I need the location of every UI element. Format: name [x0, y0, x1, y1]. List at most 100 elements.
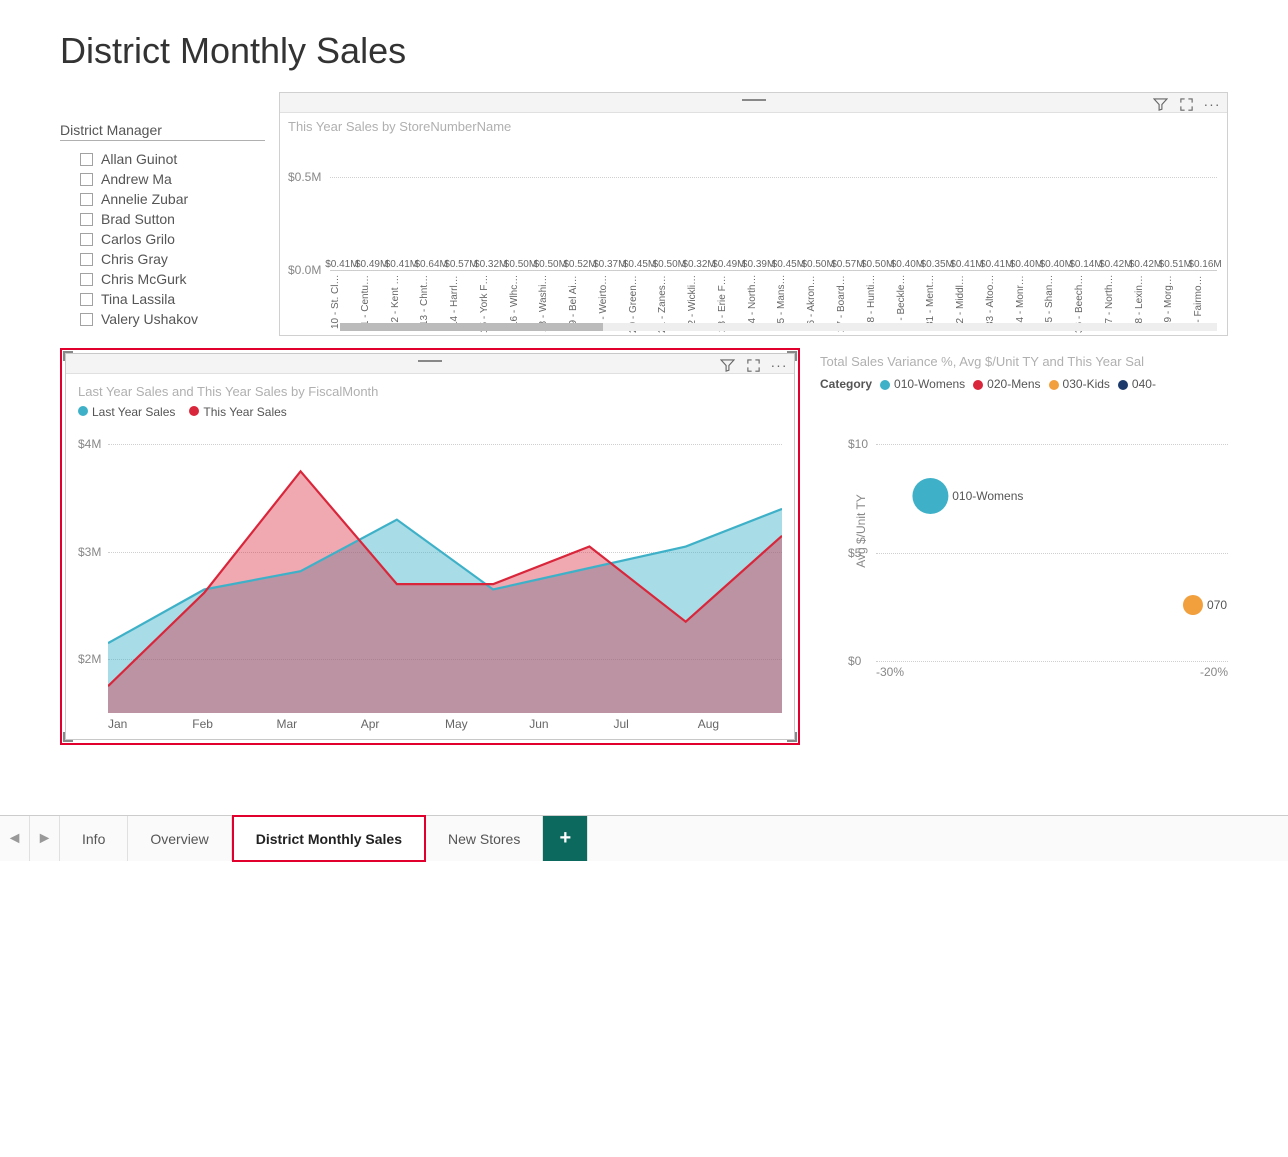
focus-mode-icon[interactable]: [1177, 95, 1195, 113]
slicer-item-label: Tina Lassila: [101, 291, 175, 307]
slicer-item[interactable]: Allan Guinot: [80, 151, 265, 167]
checkbox-icon[interactable]: [80, 313, 93, 326]
slicer-item[interactable]: Carlos Grilo: [80, 231, 265, 247]
x-axis-label: 14 - Harrl…: [449, 275, 473, 345]
checkbox-icon[interactable]: [80, 153, 93, 166]
x-axis-label: Jul: [614, 717, 698, 731]
resize-handle-icon[interactable]: [787, 732, 797, 742]
x-axis-label: Aug: [698, 717, 782, 731]
x-axis-label: 34 - Monr…: [1015, 275, 1039, 345]
bar-value-label: $0.42M: [1129, 259, 1162, 270]
bar-value-label: $0.40M: [1040, 259, 1073, 270]
visual-header: ···: [280, 93, 1227, 113]
drag-handle-icon[interactable]: [742, 99, 766, 101]
slicer-item[interactable]: Andrew Ma: [80, 171, 265, 187]
slicer-item-label: Carlos Grilo: [101, 231, 175, 247]
legend-item[interactable]: Last Year Sales: [78, 405, 175, 419]
bar-value-label: $0.51M: [1159, 259, 1192, 270]
bar-value-label: $0.32M: [474, 259, 507, 270]
x-axis-label: 31 - Ment…: [925, 275, 949, 345]
y-axis-tick: $0.5M: [288, 170, 321, 184]
resize-handle-icon[interactable]: [63, 732, 73, 742]
bar-value-label: $0.37M: [593, 259, 626, 270]
x-axis-label: 35 - Shan…: [1044, 275, 1068, 345]
page-title: District Monthly Sales: [60, 30, 1228, 72]
filter-icon[interactable]: [1151, 95, 1169, 113]
y-axis-tick: $2M: [78, 652, 101, 666]
checkbox-icon[interactable]: [80, 253, 93, 266]
slicer-item[interactable]: Annelie Zubar: [80, 191, 265, 207]
scatter-chart-title: Total Sales Variance %, Avg $/Unit TY an…: [820, 348, 1228, 377]
focus-mode-icon[interactable]: [744, 356, 762, 374]
x-axis-label: 37 - North…: [1104, 275, 1128, 345]
page-tab[interactable]: New Stores: [426, 816, 543, 861]
x-axis-label: 22 - Wickli…: [687, 275, 711, 345]
horizontal-scrollbar[interactable]: [340, 323, 1217, 331]
slicer-item-label: Allan Guinot: [101, 151, 177, 167]
legend-title: Category: [820, 377, 872, 391]
bar-value-label: $0.41M: [950, 259, 983, 270]
x-axis-tick: -30%: [876, 665, 904, 679]
x-axis-label: 16 - Wlhc…: [509, 275, 533, 345]
scatter-point[interactable]: 010-Womens: [912, 478, 1023, 514]
bar-chart-visual[interactable]: ··· This Year Sales by StoreNumberName $…: [279, 92, 1228, 336]
slicer-item[interactable]: Tina Lassila: [80, 291, 265, 307]
checkbox-icon[interactable]: [80, 193, 93, 206]
x-axis-label: 10 - St. Cl…: [330, 275, 354, 345]
x-axis-label: 27 - Board…: [836, 275, 860, 345]
x-axis-label: 18 - Washi…: [538, 275, 562, 345]
tab-nav-next[interactable]: ►: [30, 816, 60, 861]
slicer-item-label: Valery Ushakov: [101, 311, 198, 327]
slicer-title: District Manager: [60, 122, 265, 141]
x-axis-label: 28 - Hunti…: [866, 275, 890, 345]
tab-nav-prev[interactable]: ◄: [0, 816, 30, 861]
legend-item[interactable]: 040-: [1110, 377, 1156, 391]
slicer-item[interactable]: Valery Ushakov: [80, 311, 265, 327]
drag-handle-icon[interactable]: [418, 360, 442, 362]
scatter-chart-visual[interactable]: Total Sales Variance %, Avg $/Unit TY an…: [820, 348, 1228, 745]
legend-item[interactable]: 020-Mens: [965, 377, 1040, 391]
more-options-icon[interactable]: ···: [1203, 95, 1221, 113]
line-chart-visual[interactable]: ··· Last Year Sales and This Year Sales …: [65, 353, 795, 740]
bar-value-label: $0.35M: [921, 259, 954, 270]
y-axis-tick: $5: [848, 546, 861, 560]
page-tab[interactable]: Info: [60, 816, 128, 861]
bar-value-label: $0.50M: [534, 259, 567, 270]
x-axis-label: 13 - Chnt…: [419, 275, 443, 345]
add-page-button[interactable]: +: [543, 816, 588, 861]
slicer-item-label: Chris McGurk: [101, 271, 187, 287]
line-chart-legend: Last Year Sales This Year Sales: [78, 405, 782, 419]
slicer-item[interactable]: Chris Gray: [80, 251, 265, 267]
x-axis-label: 20 - Green…: [628, 275, 652, 345]
x-axis-label: 39 - Morg…: [1163, 275, 1187, 345]
scatter-point[interactable]: 070: [1183, 595, 1227, 615]
x-axis-label: 15 - York F…: [479, 275, 503, 345]
bar-value-label: $0.14M: [1069, 259, 1102, 270]
slicer-item[interactable]: Chris McGurk: [80, 271, 265, 287]
legend-item[interactable]: This Year Sales: [189, 405, 286, 419]
x-axis-label: Apr: [361, 717, 445, 731]
checkbox-icon[interactable]: [80, 293, 93, 306]
checkbox-icon[interactable]: [80, 173, 93, 186]
line-chart-title: Last Year Sales and This Year Sales by F…: [78, 378, 782, 401]
bar-value-label: $0.57M: [444, 259, 477, 270]
x-axis-label: May: [445, 717, 529, 731]
legend-item[interactable]: 010-Womens: [872, 377, 965, 391]
bar-chart-title: This Year Sales by StoreNumberName: [280, 113, 1227, 136]
more-options-icon[interactable]: ···: [770, 356, 788, 374]
bar-value-label: $0.41M: [325, 259, 358, 270]
filter-icon[interactable]: [718, 356, 736, 374]
bar-value-label: $0.40M: [891, 259, 924, 270]
bar-value-label: $0.52M: [563, 259, 596, 270]
x-axis-label: 23 - Erie F…: [717, 275, 741, 345]
legend-item[interactable]: 030-Kids: [1041, 377, 1110, 391]
page-tab[interactable]: District Monthly Sales: [232, 815, 426, 862]
district-manager-slicer: District Manager Allan Guinot Andrew Ma An…: [60, 92, 265, 336]
slicer-item-label: Annelie Zubar: [101, 191, 188, 207]
checkbox-icon[interactable]: [80, 273, 93, 286]
checkbox-icon[interactable]: [80, 233, 93, 246]
checkbox-icon[interactable]: [80, 213, 93, 226]
page-tab[interactable]: Overview: [128, 816, 231, 861]
slicer-item[interactable]: Brad Sutton: [80, 211, 265, 227]
bar-value-label: $0.41M: [385, 259, 418, 270]
